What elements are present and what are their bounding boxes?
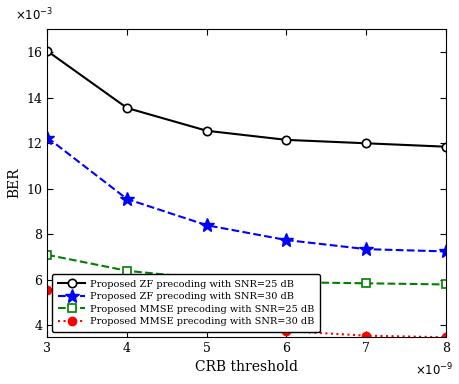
Proposed ZF precoding with SNR=30 dB	[283, 238, 289, 242]
Proposed ZF precoding with SNR=30 dB	[442, 249, 448, 254]
Proposed ZF precoding with SNR=25 dB	[45, 49, 50, 53]
Proposed ZF precoding with SNR=25 dB	[283, 137, 289, 142]
Legend: Proposed ZF precoding with SNR=25 dB, Proposed ZF precoding with SNR=30 dB, Prop: Proposed ZF precoding with SNR=25 dB, Pr…	[52, 274, 319, 332]
Line: Proposed MMSE precoding with SNR=30 dB: Proposed MMSE precoding with SNR=30 dB	[43, 286, 449, 341]
Proposed ZF precoding with SNR=30 dB	[45, 135, 50, 140]
Proposed ZF precoding with SNR=25 dB	[363, 141, 368, 146]
Proposed ZF precoding with SNR=30 dB	[204, 223, 209, 228]
Line: Proposed ZF precoding with SNR=25 dB: Proposed ZF precoding with SNR=25 dB	[43, 47, 449, 151]
Proposed MMSE precoding with SNR=30 dB	[363, 333, 368, 338]
Proposed MMSE precoding with SNR=25 dB	[442, 282, 448, 287]
X-axis label: CRB threshold: CRB threshold	[195, 360, 297, 374]
Text: $\times10^{-9}$: $\times10^{-9}$	[414, 361, 453, 378]
Proposed ZF precoding with SNR=25 dB	[204, 129, 209, 133]
Proposed ZF precoding with SNR=25 dB	[442, 144, 448, 149]
Proposed MMSE precoding with SNR=30 dB	[442, 335, 448, 339]
Proposed MMSE precoding with SNR=25 dB	[283, 280, 289, 285]
Proposed MMSE precoding with SNR=30 dB	[204, 314, 209, 319]
Line: Proposed MMSE precoding with SNR=25 dB: Proposed MMSE precoding with SNR=25 dB	[43, 251, 449, 289]
Text: $\times10^{-3}$: $\times10^{-3}$	[16, 7, 54, 23]
Proposed ZF precoding with SNR=30 dB	[363, 247, 368, 252]
Proposed MMSE precoding with SNR=30 dB	[283, 329, 289, 333]
Proposed MMSE precoding with SNR=30 dB	[124, 301, 129, 306]
Proposed MMSE precoding with SNR=25 dB	[124, 268, 129, 273]
Line: Proposed ZF precoding with SNR=30 dB: Proposed ZF precoding with SNR=30 dB	[40, 131, 452, 258]
Proposed ZF precoding with SNR=30 dB	[124, 197, 129, 201]
Proposed MMSE precoding with SNR=30 dB	[45, 288, 50, 293]
Proposed ZF precoding with SNR=25 dB	[124, 106, 129, 110]
Proposed MMSE precoding with SNR=25 dB	[204, 276, 209, 281]
Proposed MMSE precoding with SNR=25 dB	[363, 281, 368, 286]
Y-axis label: BER: BER	[7, 168, 21, 199]
Proposed MMSE precoding with SNR=25 dB	[45, 253, 50, 257]
